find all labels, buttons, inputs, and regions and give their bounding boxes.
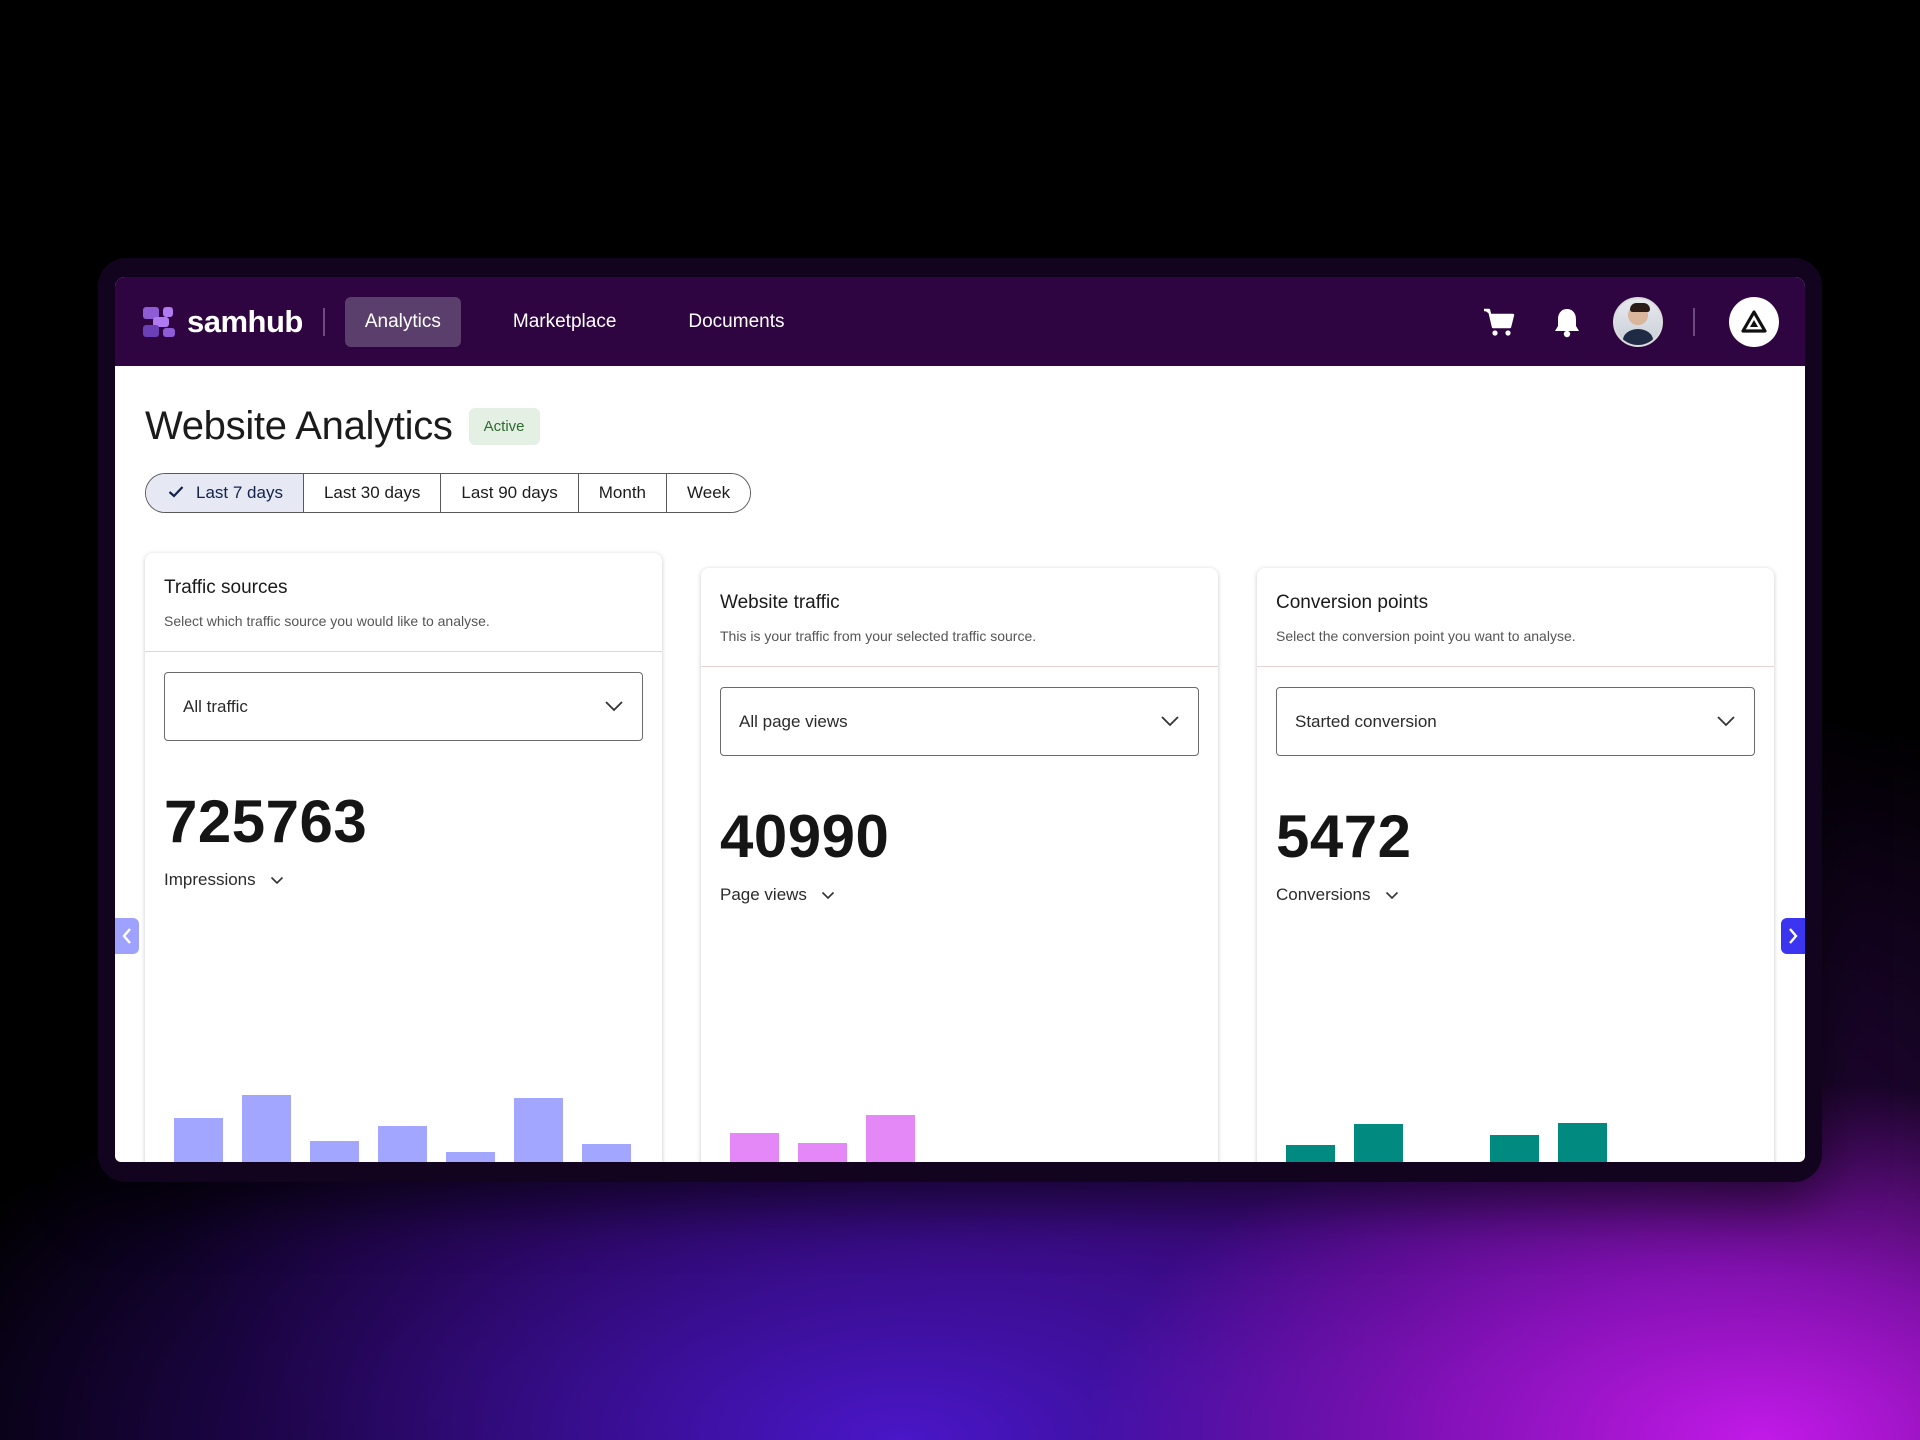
cards-row: Traffic sources Select which traffic sou…	[145, 513, 1775, 1162]
metric-value: 40990	[720, 803, 890, 870]
bar	[1354, 1124, 1403, 1162]
top-navbar: samhub Analytics Marketplace Documents	[115, 277, 1805, 366]
bar-chart	[701, 1108, 1218, 1162]
chevron-down-icon	[1385, 885, 1399, 905]
check-icon	[168, 483, 184, 503]
card-subtitle: This is your traffic from your selected …	[720, 628, 1037, 644]
metric-dropdown[interactable]: Page views	[720, 885, 1218, 905]
user-avatar[interactable]	[1613, 296, 1663, 347]
traffic-source-select[interactable]: All traffic	[164, 672, 643, 741]
bell-icon[interactable]	[1547, 302, 1587, 342]
samhub-logo-icon	[141, 304, 179, 340]
card-header: Traffic sources Select which traffic sou…	[145, 553, 662, 652]
divider	[1693, 307, 1695, 336]
chevron-down-icon	[821, 885, 835, 905]
divider	[322, 307, 325, 336]
brand-name: samhub	[187, 303, 303, 339]
metric-label: Impressions	[164, 870, 256, 889]
page-title: Website Analytics	[145, 404, 453, 448]
cart-icon[interactable]	[1479, 302, 1519, 342]
bar-chart	[145, 1093, 662, 1162]
chevron-left-icon[interactable]	[115, 918, 139, 954]
bar	[1490, 1135, 1539, 1162]
nav-analytics[interactable]: Analytics	[344, 296, 461, 347]
bar	[866, 1115, 915, 1162]
metric-label: Conversions	[1276, 885, 1371, 904]
select-value: All page views	[739, 711, 848, 731]
conversion-point-select[interactable]: Started conversion	[1276, 687, 1755, 756]
nav-marketplace[interactable]: Marketplace	[512, 310, 617, 332]
brand-logo[interactable]: samhub	[141, 304, 303, 340]
chevron-down-icon	[1716, 712, 1736, 732]
bar	[582, 1144, 631, 1162]
bar	[242, 1095, 291, 1162]
range-last-30-days[interactable]: Last 30 days	[303, 474, 442, 512]
range-last-7-days[interactable]: Last 7 days	[146, 474, 304, 512]
bar	[798, 1143, 847, 1162]
metric-dropdown[interactable]: Conversions	[1276, 885, 1774, 905]
nav-documents[interactable]: Documents	[688, 310, 785, 332]
range-month[interactable]: Month	[578, 474, 668, 512]
select-value: All traffic	[183, 696, 248, 716]
bar	[1558, 1123, 1607, 1162]
chevron-down-icon	[604, 697, 624, 717]
bar	[378, 1126, 427, 1162]
card-title: Traffic sources	[164, 577, 288, 598]
card-title: Website traffic	[720, 592, 840, 613]
page-header: Website Analytics Active	[145, 404, 1775, 449]
bar	[310, 1141, 359, 1162]
app-window: samhub Analytics Marketplace Documents	[115, 277, 1805, 1162]
card-website-traffic: Website traffic This is your traffic fro…	[701, 568, 1218, 1162]
status-badge: Active	[468, 408, 540, 445]
main-content: Website Analytics Active Last 7 days Las…	[115, 404, 1805, 1162]
card-subtitle: Select the conversion point you want to …	[1276, 628, 1576, 644]
select-value: Started conversion	[1295, 711, 1437, 731]
bar	[730, 1133, 779, 1162]
triangle-logo-icon[interactable]	[1729, 296, 1779, 347]
metric-dropdown[interactable]: Impressions	[164, 870, 662, 890]
metric-value: 5472	[1276, 803, 1412, 870]
card-traffic-sources: Traffic sources Select which traffic sou…	[145, 553, 662, 1162]
bar-chart	[1257, 1108, 1774, 1162]
card-header: Website traffic This is your traffic fro…	[701, 568, 1218, 667]
chevron-down-icon	[1160, 712, 1180, 732]
metric-value: 725763	[164, 788, 368, 855]
card-subtitle: Select which traffic source you would li…	[164, 613, 490, 629]
chevron-right-icon[interactable]	[1781, 918, 1805, 954]
top-actions	[1479, 277, 1779, 366]
main-nav: Analytics Marketplace Documents	[344, 296, 805, 347]
range-label: Last 7 days	[196, 483, 283, 502]
card-title: Conversion points	[1276, 592, 1429, 613]
bar	[174, 1118, 223, 1162]
date-range-selector: Last 7 days Last 30 days Last 90 days Mo…	[145, 473, 752, 513]
bar	[514, 1098, 563, 1162]
bar	[1286, 1145, 1335, 1162]
range-week[interactable]: Week	[667, 474, 751, 512]
card-header: Conversion points Select the conversion …	[1257, 568, 1774, 667]
card-conversion-points: Conversion points Select the conversion …	[1257, 568, 1774, 1162]
page-views-select[interactable]: All page views	[720, 687, 1199, 756]
range-last-90-days[interactable]: Last 90 days	[441, 474, 579, 512]
metric-label: Page views	[720, 885, 807, 904]
bar	[446, 1152, 495, 1162]
chevron-down-icon	[270, 870, 284, 890]
